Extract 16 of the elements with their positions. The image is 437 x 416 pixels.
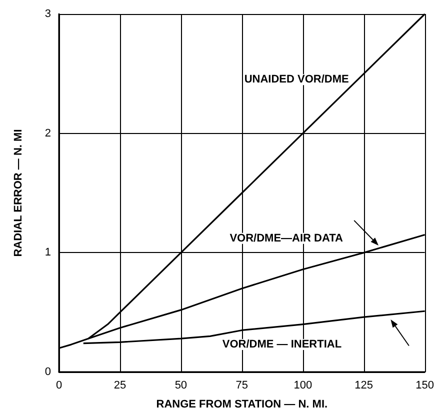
y-tick-label: 0 [44, 366, 51, 378]
x-tick-label: 150 [416, 380, 434, 392]
x-tick-label: 50 [174, 380, 188, 392]
y-tick-label: 3 [44, 8, 51, 20]
x-tick-label: 100 [294, 380, 312, 392]
x-tick-label: 75 [236, 380, 248, 392]
y-axis-title: RADIAL ERROR — N. MI [12, 129, 24, 257]
x-tick-label: 25 [114, 380, 126, 392]
series-label: VOR/DME — INERTIAL [222, 338, 342, 351]
x-tick-label: 0 [56, 380, 62, 392]
x-tick-label: 125 [354, 380, 374, 392]
y-tick-label: 1 [44, 246, 51, 259]
series-label: UNAIDED VOR/DME [244, 74, 349, 86]
y-tick-label: 2 [44, 127, 51, 140]
series-label: VOR/DME—AIR DATA [230, 232, 344, 244]
x-axis-title: RANGE FROM STATION — N. MI. [156, 398, 328, 410]
